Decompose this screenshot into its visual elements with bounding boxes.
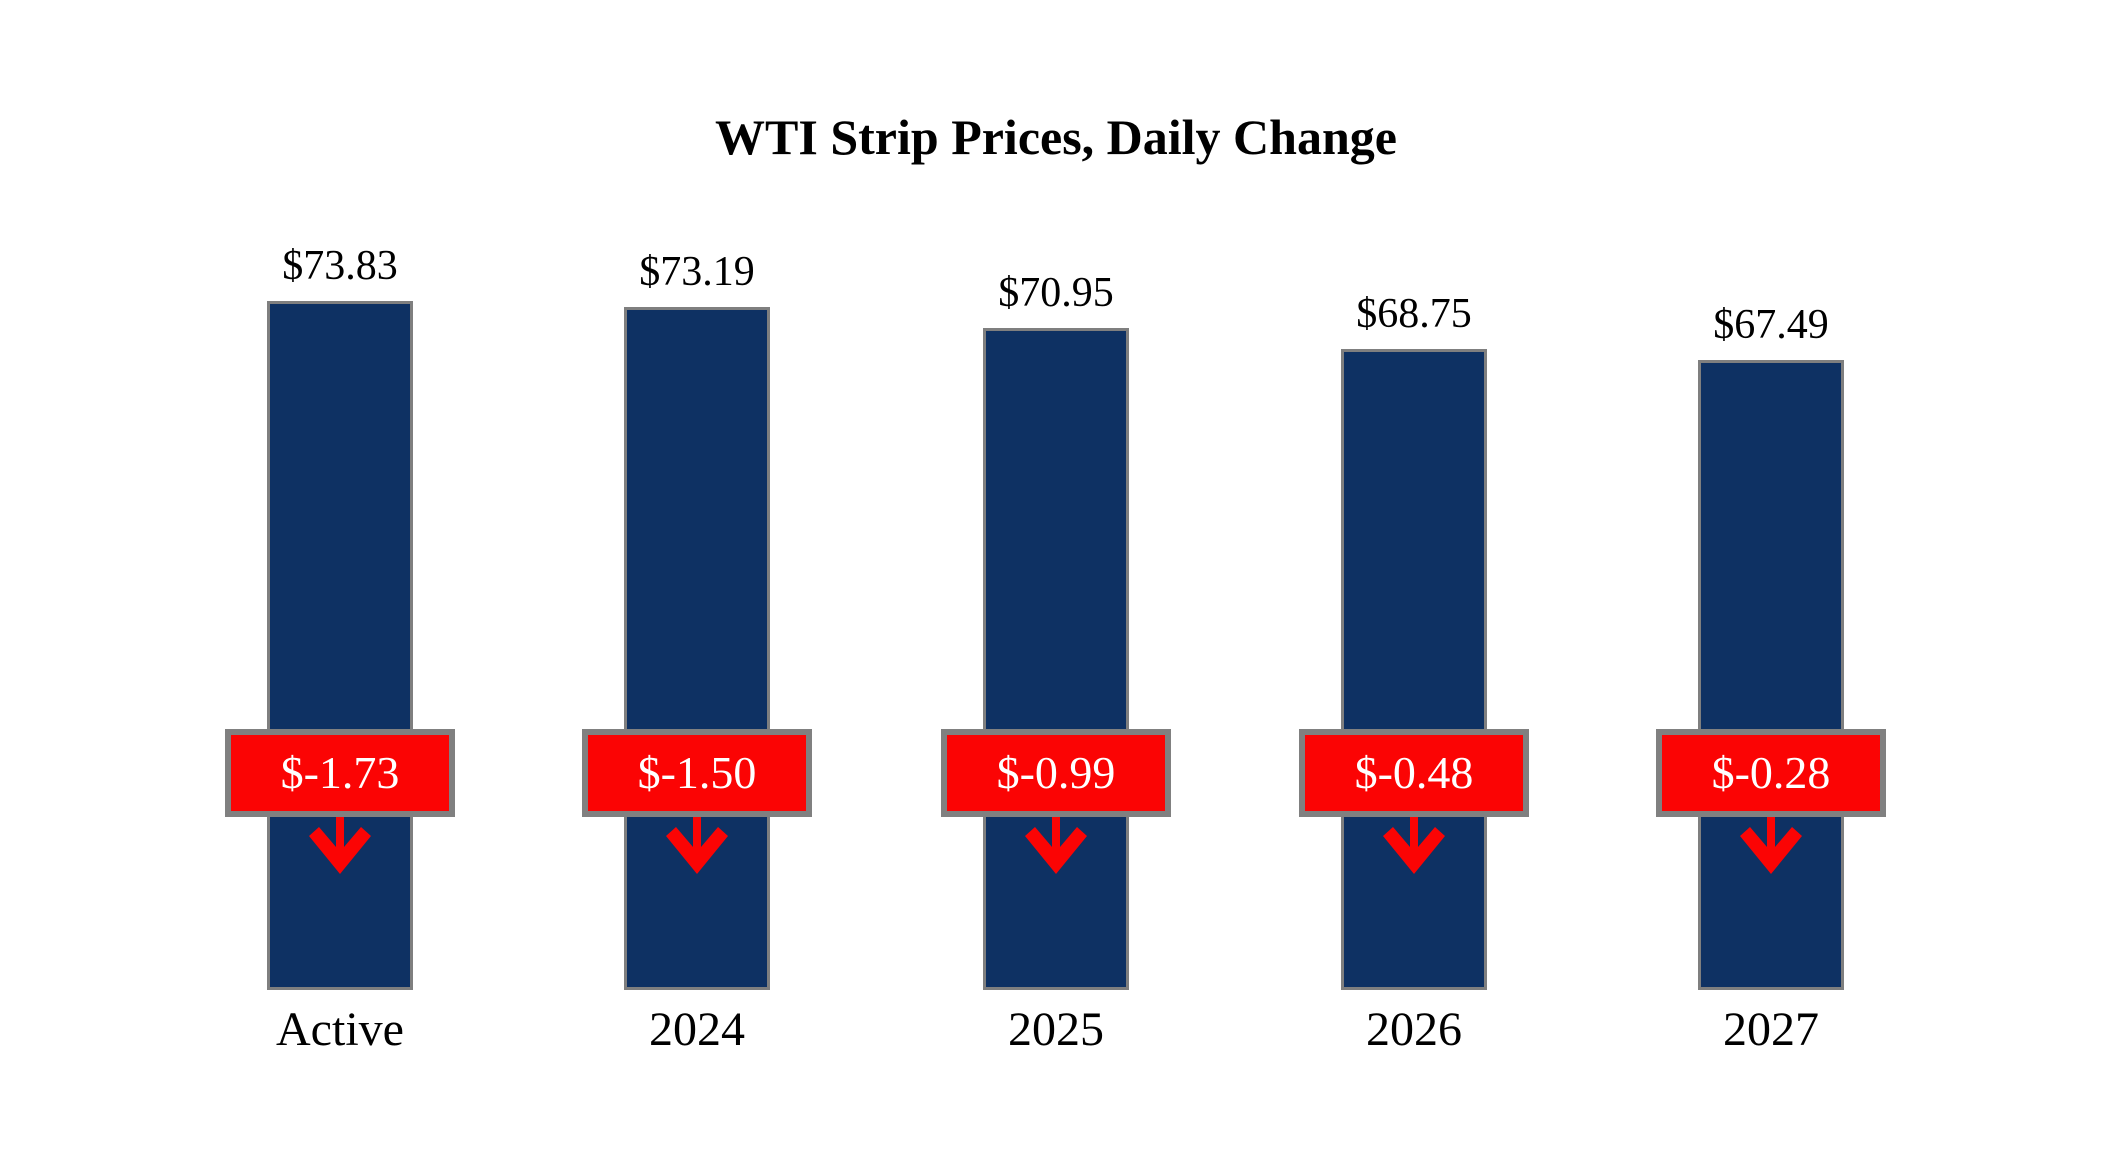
- down-arrow-icon: [309, 817, 371, 874]
- change-box: $-0.99: [941, 729, 1171, 817]
- price-bar: [1698, 360, 1844, 990]
- change-value-label: $-0.28: [1711, 747, 1831, 798]
- change-value-label: $-0.48: [1354, 747, 1474, 798]
- down-arrow-icon: [666, 817, 728, 874]
- category-label: 2027: [1723, 1003, 1819, 1056]
- change-value-label: $-0.99: [996, 747, 1116, 798]
- category-label: 2026: [1366, 1003, 1462, 1056]
- bar-column-active: $73.83 $-1.73 Active: [160, 0, 520, 1152]
- bar-column-2026: $68.75 $-0.48 2026: [1234, 0, 1594, 1152]
- bar-column-2025: $70.95 $-0.99 2025: [876, 0, 1236, 1152]
- price-bar: [983, 328, 1129, 990]
- bar-column-2024: $73.19 $-1.50 2024: [517, 0, 877, 1152]
- chart-title: WTI Strip Prices, Daily Change: [715, 109, 1397, 165]
- price-value-label: $73.19: [639, 248, 755, 295]
- down-arrow-icon: [1383, 817, 1445, 874]
- change-box: $-0.48: [1299, 729, 1529, 817]
- category-label: Active: [276, 1003, 404, 1056]
- price-bar: [267, 301, 413, 990]
- down-arrow-icon: [1025, 817, 1087, 874]
- price-bar: [1341, 349, 1487, 990]
- price-value-label: $67.49: [1713, 301, 1829, 348]
- price-value-label: $70.95: [998, 269, 1114, 316]
- change-box: $-0.28: [1656, 729, 1886, 817]
- price-bar: [624, 307, 770, 990]
- category-label: 2024: [649, 1003, 745, 1056]
- category-label: 2025: [1008, 1003, 1104, 1056]
- change-value-label: $-1.73: [280, 747, 400, 798]
- change-box: $-1.73: [225, 729, 455, 817]
- bar-column-2027: $67.49 $-0.28 2027: [1591, 0, 1951, 1152]
- change-value-label: $-1.50: [637, 747, 757, 798]
- price-value-label: $73.83: [282, 242, 398, 289]
- price-value-label: $68.75: [1356, 290, 1472, 337]
- down-arrow-icon: [1740, 817, 1802, 874]
- change-box: $-1.50: [582, 729, 812, 817]
